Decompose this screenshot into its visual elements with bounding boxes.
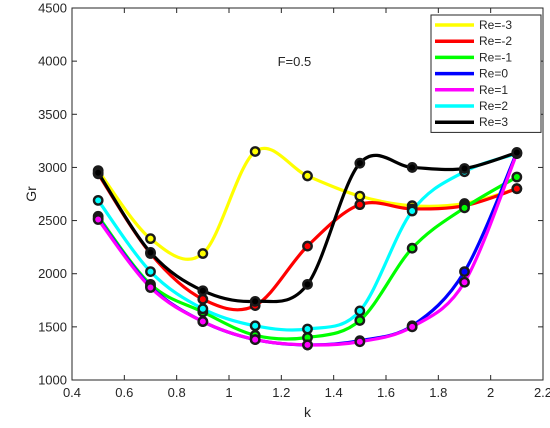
data-point [145,233,156,245]
data-point [354,336,366,348]
data-point [302,170,313,182]
legend-label: Re=-3 [479,18,512,32]
legend-label: Re=3 [479,115,508,129]
x-tick-label: 1.2 [272,385,290,400]
markers [92,146,523,351]
y-tick-label: 1500 [38,319,67,334]
y-tick-label: 2000 [38,266,67,281]
x-tick-label: 0.4 [63,385,81,400]
y-tick-label: 4000 [38,54,67,69]
x-tick-label: 2 [487,385,494,400]
data-point [354,315,366,326]
legend-label: Re=2 [479,99,508,113]
x-axis-label: k [304,404,312,420]
x-tick-label: 2.2 [534,385,550,400]
data-point [354,199,366,211]
data-point [145,266,156,277]
y-tick-label: 3000 [38,160,67,175]
ticks: 0.4 0.6 0.8 1 1.2 1.4 1.6 1.8 2 2.2 1000 1500 2000 25… [38,1,550,401]
data-point [302,339,313,351]
x-tick-label: 1.4 [325,385,343,400]
y-axis-label: Gr [23,186,39,202]
y-tick-label: 4500 [38,1,67,16]
x-tick-label: 0.8 [168,385,186,400]
data-point [92,167,104,179]
y-tick-label: 1000 [38,373,67,388]
x-tick-label: 1 [225,385,232,400]
series-line [96,146,519,261]
legend: Re=-3 Re=-2 Re=-1 Re=0 Re=1 Re=2 Re=3 [430,14,542,133]
data-point [92,194,104,206]
data-point [197,316,209,327]
data-point [354,305,366,317]
data-point [249,320,261,332]
legend-label: Re=-2 [479,34,512,48]
data-point [302,323,313,335]
data-point [459,266,470,277]
data-point [406,321,418,333]
data-point [511,147,523,158]
data-point [459,202,470,214]
x-tick-label: 1.8 [429,385,447,400]
legend-label: Re=1 [479,83,508,97]
data-point [145,282,156,293]
data-point [354,190,366,202]
data-point [145,247,156,258]
data-point [511,183,523,195]
data-point [249,334,261,346]
data-point [249,146,261,157]
data-point [302,278,313,290]
x-tick-label: 1.6 [377,385,395,400]
x-tick-label: 0.6 [115,385,133,400]
data-point [406,205,418,217]
data-point [197,248,209,259]
legend-label: Re=0 [479,67,508,81]
data-point [197,303,209,315]
data-point [511,171,523,183]
data-point [459,276,470,288]
data-point [406,242,418,254]
y-tick-label: 2500 [38,213,67,228]
legend-label: Re=-1 [479,50,512,64]
annotation: F=0.5 [278,54,312,69]
axes-box [71,7,544,381]
data-point [92,214,104,225]
data-point [406,162,418,173]
data-point [197,293,209,305]
data-point [354,157,366,169]
data-point [197,285,209,297]
y-tick-label: 3500 [38,107,67,122]
data-point [302,240,313,252]
data-point [459,163,470,174]
data-point [249,295,261,307]
